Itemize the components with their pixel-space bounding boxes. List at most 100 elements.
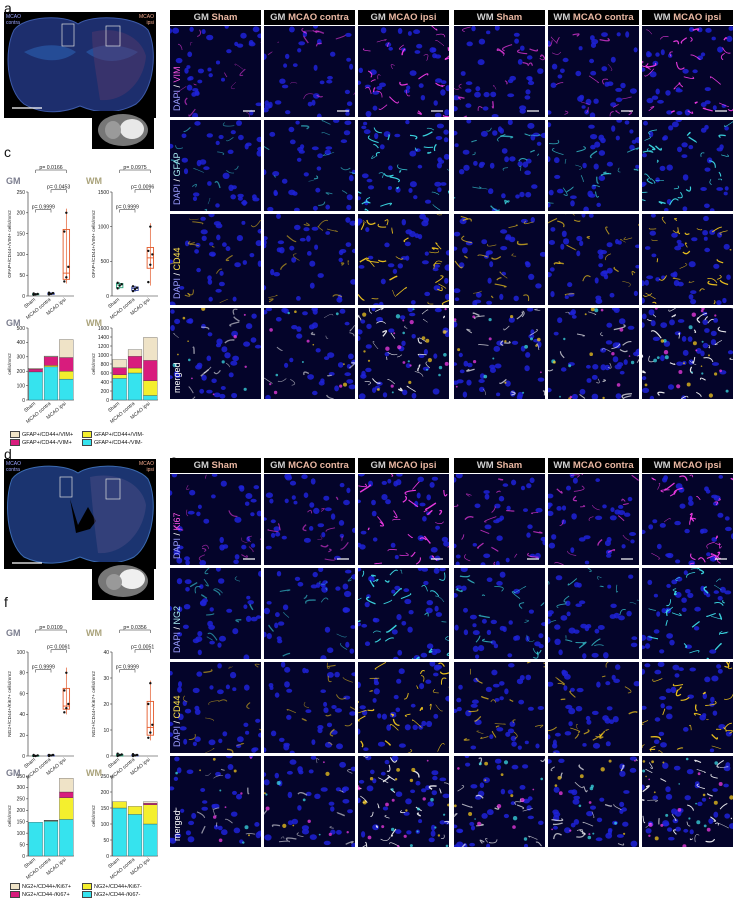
y-tick-label: 50 <box>19 842 25 848</box>
data-point <box>63 711 65 713</box>
y-tick-label: 250 <box>17 190 26 196</box>
column-header-0: GM Sham <box>170 458 261 473</box>
micrograph-tile <box>642 474 733 565</box>
y-axis-label: GFAP+/CD44+/VIM+ cells/mm2 <box>91 210 97 278</box>
y-tick-label: 80 <box>19 671 25 677</box>
micrograph-tile <box>454 120 545 211</box>
micrograph-tile <box>548 214 639 305</box>
y-tick-label: 0 <box>22 398 25 404</box>
micrograph-tile <box>548 120 639 211</box>
y-tick-label: 0 <box>106 854 109 860</box>
y-tick-label: 0 <box>22 754 25 760</box>
stacked-bar-segment <box>29 822 43 856</box>
y-tick-label: 400 <box>17 340 26 346</box>
legend-swatch <box>82 883 92 890</box>
legend-item: GFAP+/CD44-/VIM+ <box>10 439 82 447</box>
stacked-bar-segment <box>128 814 142 856</box>
stacked-bar-segment <box>113 360 127 368</box>
region-label: GM <box>6 768 21 778</box>
micrograph-tile <box>264 308 355 399</box>
y-tick-label: 100 <box>17 831 26 837</box>
y-axis-label: cells/mm2 <box>91 805 97 827</box>
y-tick-label: 300 <box>17 355 26 361</box>
y-tick-label: 500 <box>101 259 110 265</box>
row-label-1: DAPI / GFAP <box>172 152 182 205</box>
y-tick-label: 1200 <box>98 344 109 350</box>
stacked-bar-segment <box>59 379 73 400</box>
y-tick-label: 1400 <box>98 335 109 341</box>
data-point <box>67 266 69 268</box>
micrograph-tile <box>358 214 449 305</box>
micrograph-tile <box>642 26 733 117</box>
stacked-bar-segment <box>143 805 157 824</box>
micrograph-tile <box>548 474 639 565</box>
micrograph-tile <box>642 568 733 659</box>
micrograph-tile <box>358 308 449 399</box>
micrograph-tile <box>358 474 449 565</box>
legend-swatch <box>10 439 20 446</box>
micrograph-tile <box>358 756 449 847</box>
micrograph-tile <box>264 214 355 305</box>
p-value-label: p= 0.9999 <box>116 204 139 210</box>
stacked-bar-segment <box>128 350 142 357</box>
stacked-bar-segment <box>128 806 142 814</box>
data-point <box>63 280 65 282</box>
data-point <box>65 212 67 214</box>
y-tick-label: 200 <box>17 211 26 217</box>
legend-item: GFAP+/CD44-/VIM- <box>82 439 154 447</box>
column-header-5: WM MCAO ipsi <box>642 458 733 473</box>
y-tick-label: 200 <box>101 389 110 395</box>
micrograph-tile <box>264 662 355 753</box>
stacked-bar-segment <box>113 368 127 375</box>
p-value-label: p= 0.0166 <box>39 165 62 171</box>
y-tick-label: 30 <box>103 676 109 682</box>
legend-c: GFAP+/CD44+/VIM+GFAP+/CD44+/VIM-GFAP+/CD… <box>10 431 154 447</box>
p-value-label: p= 0.9999 <box>32 664 55 670</box>
micrograph-tile <box>642 308 733 399</box>
region-label: GM <box>6 318 21 328</box>
p-value-label: p= 0.0096 <box>131 185 154 191</box>
data-point <box>151 253 153 255</box>
micrograph-tile <box>454 26 545 117</box>
row-label-2: DAPI / CD44 <box>172 247 182 299</box>
y-axis-label: NG2+/CD44+/Ki67+ cells/mm2 <box>91 671 97 737</box>
column-header-4: WM MCAO contra <box>548 458 639 473</box>
data-point <box>48 291 50 293</box>
p-value-label: p= 0.0453 <box>47 185 70 191</box>
micrograph-tile <box>170 120 261 211</box>
y-tick-label: 0 <box>106 754 109 760</box>
y-tick-label: 200 <box>17 808 26 814</box>
data-point <box>63 230 65 232</box>
legend-swatch <box>82 431 92 438</box>
y-tick-label: 0 <box>106 398 109 404</box>
legend-swatch <box>82 439 92 446</box>
data-point <box>136 754 138 756</box>
mri-inset-d <box>92 562 154 600</box>
column-header-4: WM MCAO contra <box>548 10 639 25</box>
data-point <box>50 754 52 756</box>
data-point <box>136 286 138 288</box>
column-header-1: GM MCAO contra <box>264 10 355 25</box>
micrograph-tile <box>454 756 545 847</box>
data-point <box>36 754 38 756</box>
data-point <box>147 250 149 252</box>
p-value-label: p= 0.0061 <box>47 645 70 651</box>
legend-item: NG2+/CD44-/Ki67+ <box>10 891 82 899</box>
data-point <box>147 281 149 283</box>
data-point <box>120 283 122 285</box>
stacked-bar-segment <box>59 340 73 358</box>
legend-item: GFAP+/CD44+/VIM- <box>82 431 154 439</box>
stacked-bar-segment <box>44 356 58 357</box>
stacked-bar-segment <box>29 372 43 400</box>
data-point <box>116 752 118 754</box>
micrograph-tile <box>454 214 545 305</box>
data-point <box>149 731 151 733</box>
row-label-3: merged <box>172 810 182 841</box>
micrograph-tile <box>170 568 261 659</box>
micrograph-tile <box>358 120 449 211</box>
region-label: WM <box>86 768 102 778</box>
data-point <box>63 689 65 691</box>
